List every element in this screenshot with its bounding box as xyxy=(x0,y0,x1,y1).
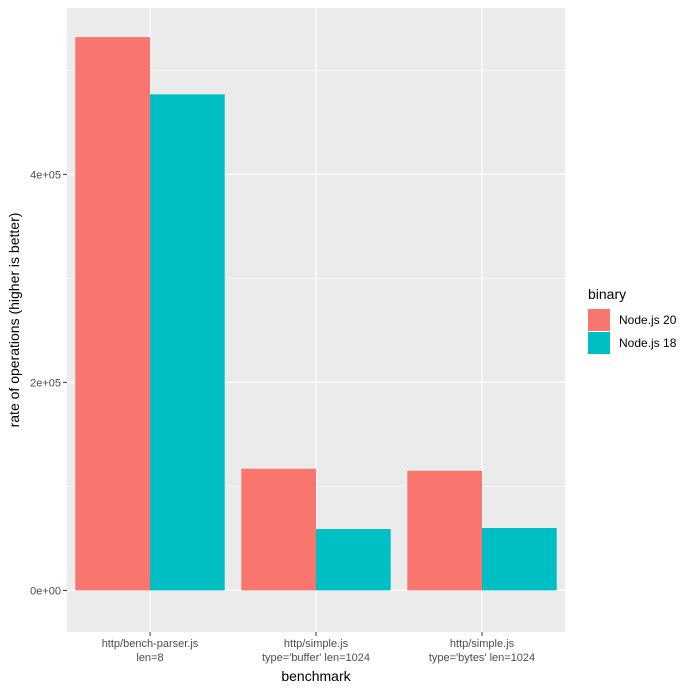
x-tick-label: http/simple.js xyxy=(284,638,349,650)
x-tick-label: type='bytes' len=1024 xyxy=(429,652,535,664)
legend-title: binary xyxy=(588,286,626,302)
bar xyxy=(482,528,557,591)
y-tick-label: 4e+05 xyxy=(30,169,61,181)
x-tick-label: len=8 xyxy=(136,652,163,664)
legend-label: Node.js 20 xyxy=(619,313,677,327)
x-tick-label: http/simple.js xyxy=(450,638,515,650)
legend-key xyxy=(588,332,610,354)
bar xyxy=(75,37,150,591)
legend-key xyxy=(588,309,610,331)
bar xyxy=(241,468,316,591)
y-axis: 0e+00 2e+05 4e+05 xyxy=(30,169,67,597)
y-tick-label: 0e+00 xyxy=(30,585,61,597)
x-axis: http/bench-parser.js len=8 http/simple.js t… xyxy=(102,632,535,664)
y-axis-title: rate of operations (higher is better) xyxy=(6,213,22,428)
legend: binary Node.js 20 Node.js 18 xyxy=(588,286,677,354)
legend-label: Node.js 18 xyxy=(619,336,677,350)
bar xyxy=(407,470,482,591)
x-tick-label: http/bench-parser.js xyxy=(102,638,199,650)
bars xyxy=(75,37,557,591)
x-tick-label: type='buffer' len=1024 xyxy=(262,652,370,664)
bar xyxy=(316,529,391,591)
y-tick-label: 2e+05 xyxy=(30,377,61,389)
bar xyxy=(150,94,225,591)
x-axis-title: benchmark xyxy=(281,668,351,684)
